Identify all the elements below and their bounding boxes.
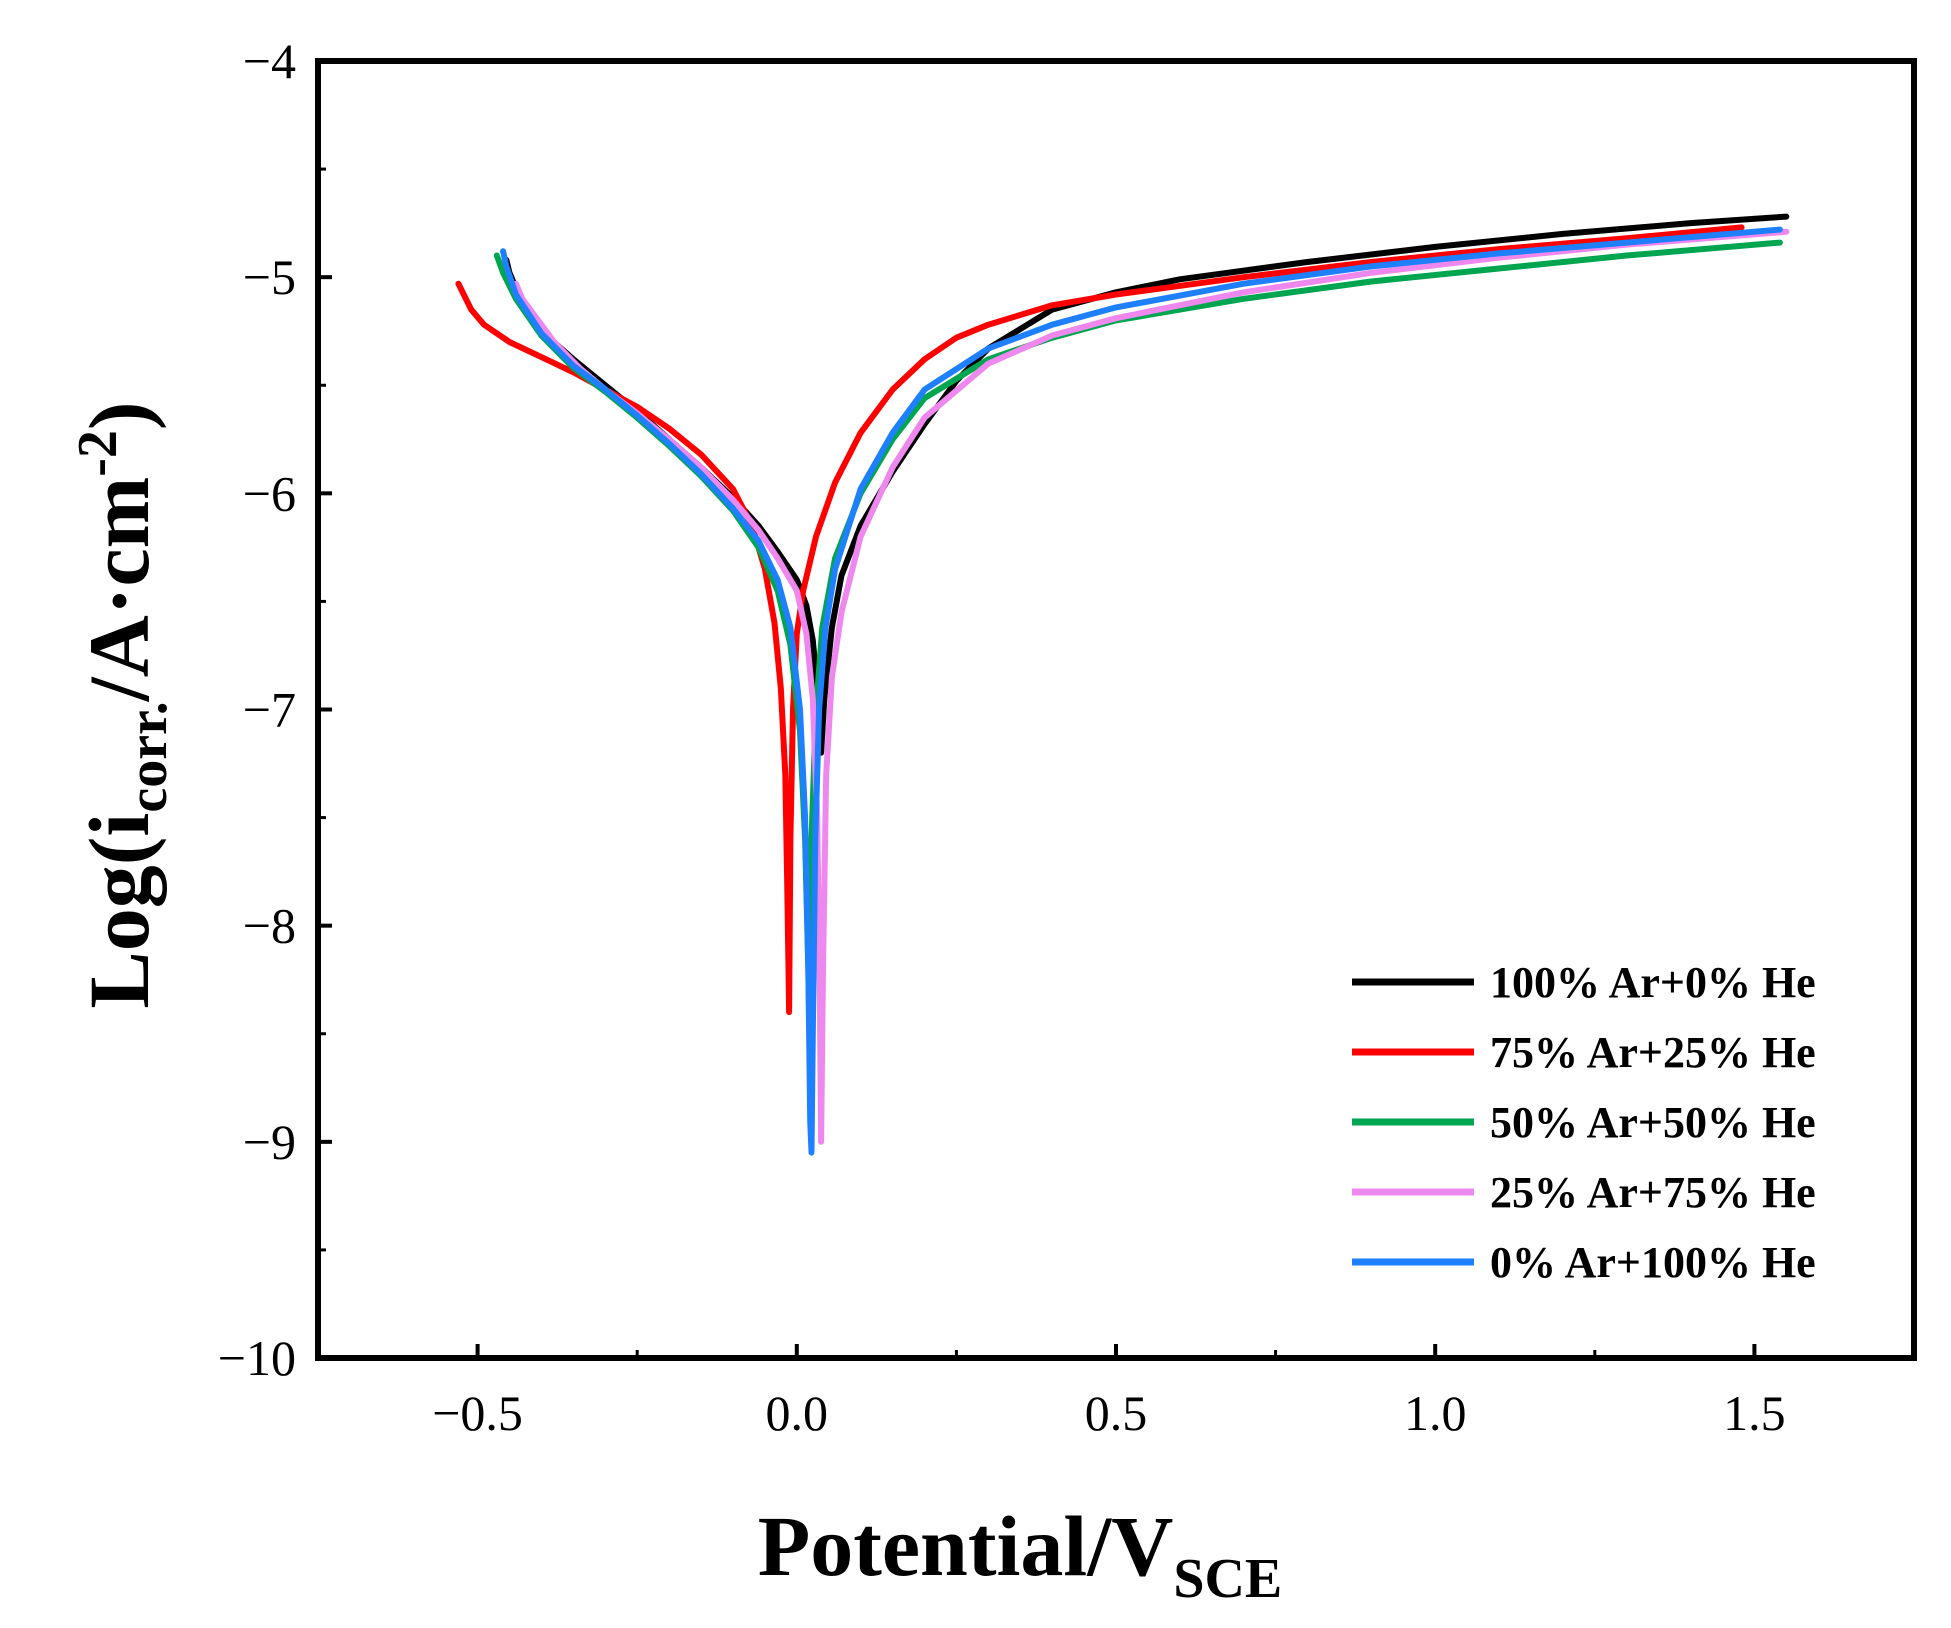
legend-label-2: 50% Ar+50% He bbox=[1490, 1098, 1816, 1147]
y-axis-title: Log(icorr./A·cm-2) bbox=[67, 401, 179, 1008]
legend-label-0: 100% Ar+0% He bbox=[1490, 958, 1816, 1007]
x-tick-label: 1.0 bbox=[1404, 1385, 1467, 1441]
series-line-4 bbox=[500, 226, 1783, 1156]
legend-label-4: 0% Ar+100% He bbox=[1490, 1238, 1816, 1287]
y-tick-label: −6 bbox=[243, 465, 296, 521]
x-axis-ticks: −0.5 0.0 0.5 1.0 1.5 bbox=[432, 1344, 1786, 1441]
y-axis-title-unit: /A·cm bbox=[71, 477, 167, 703]
x-axis-title-subscript: SCE bbox=[1173, 1548, 1282, 1610]
x-tick-label: 0.0 bbox=[766, 1385, 829, 1441]
x-tick-label: 0.5 bbox=[1085, 1385, 1148, 1441]
y-tick-label: −10 bbox=[218, 1330, 296, 1386]
y-tick-label: −4 bbox=[243, 33, 296, 89]
y-axis-title-close: ) bbox=[71, 401, 167, 430]
y-tick-label: −7 bbox=[243, 682, 296, 738]
y-tick-label: −8 bbox=[243, 898, 296, 954]
legend-label-1: 75% Ar+25% He bbox=[1490, 1028, 1816, 1077]
plot-frame bbox=[315, 58, 1917, 1361]
series-group bbox=[455, 213, 1790, 1156]
y-axis-title-superscript: -2 bbox=[67, 430, 129, 477]
legend-label-3: 25% Ar+75% He bbox=[1490, 1168, 1816, 1217]
x-axis-title: Potential/VSCE bbox=[758, 1498, 1283, 1610]
y-axis-ticks: −10 −9 −8 −7 −6 −5 −4 bbox=[218, 33, 332, 1386]
y-axis-title-subscript: corr. bbox=[117, 701, 179, 812]
x-axis-title-main: Potential/V bbox=[758, 1498, 1174, 1594]
x-tick-label: −0.5 bbox=[432, 1385, 523, 1441]
y-tick-label: −5 bbox=[243, 249, 296, 305]
x-tick-label: 1.5 bbox=[1723, 1385, 1786, 1441]
y-tick-label: −9 bbox=[243, 1114, 296, 1170]
y-axis-title-main: Log(i bbox=[71, 813, 167, 1009]
legend: 100% Ar+0% He 75% Ar+25% He 50% Ar+50% He 2… bbox=[1352, 958, 1816, 1287]
